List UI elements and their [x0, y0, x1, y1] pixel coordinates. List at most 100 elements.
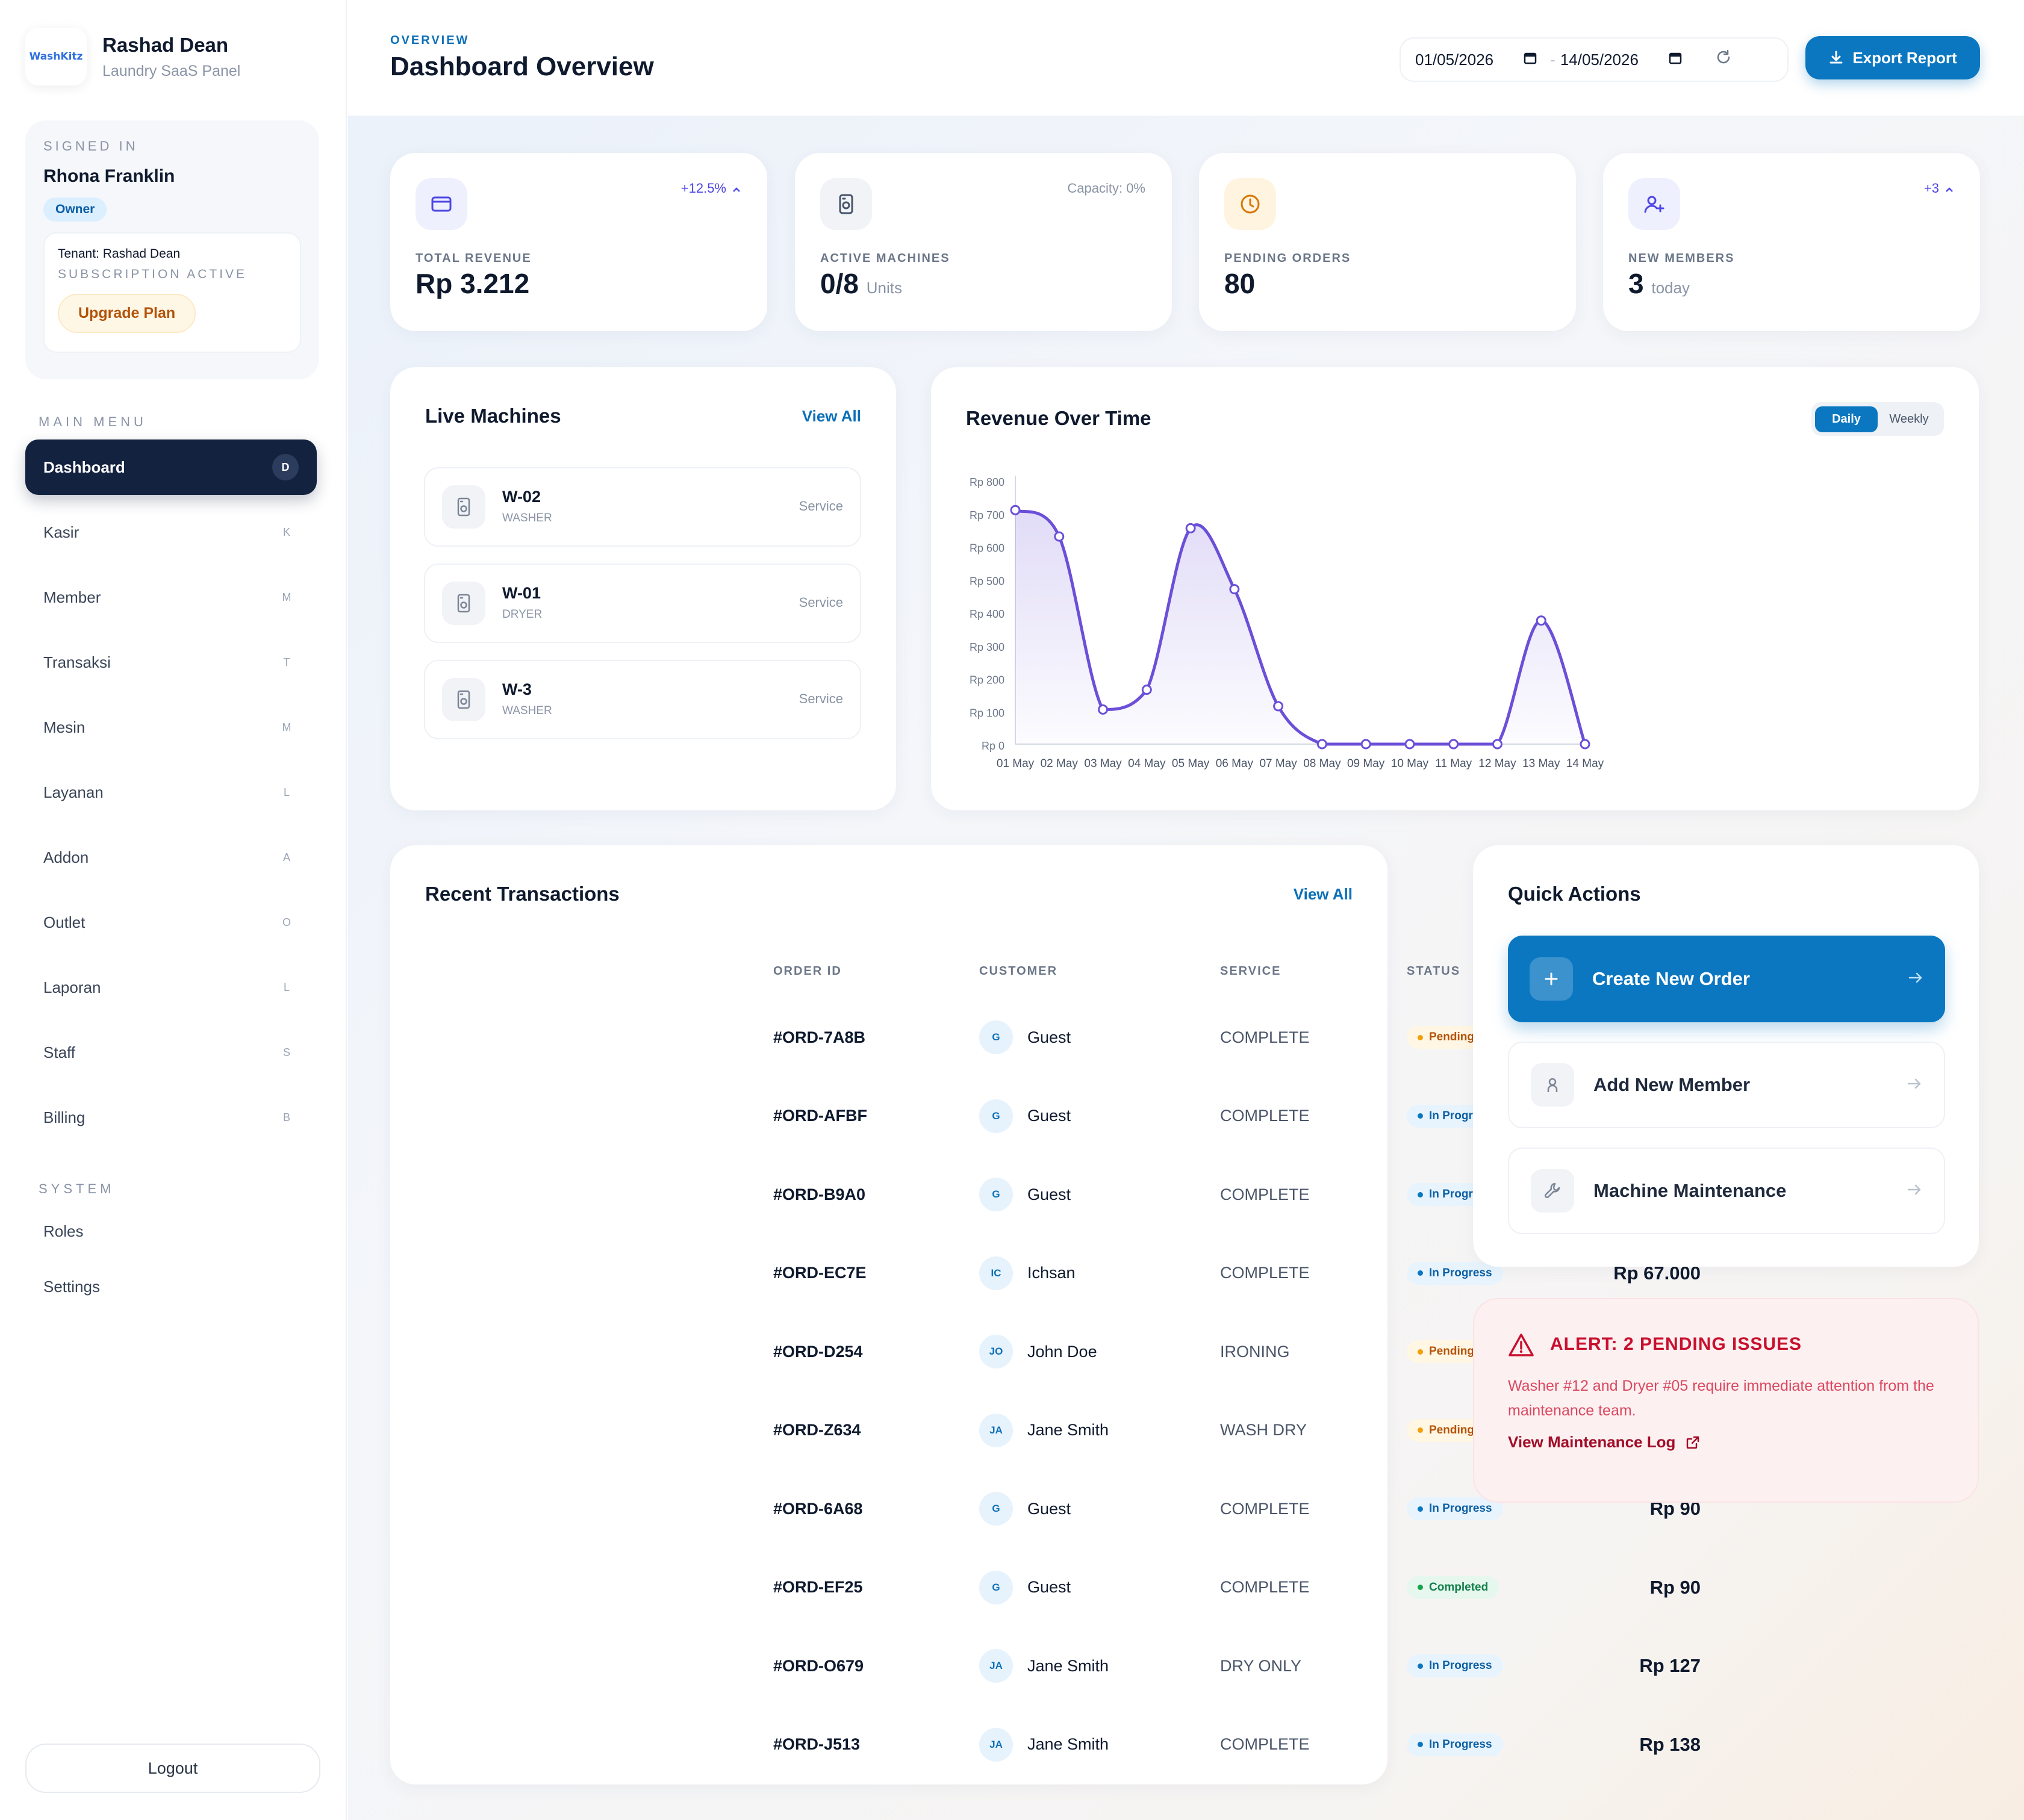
live-machines-view-all-link[interactable]: View All [802, 407, 861, 425]
status-label: In Progress [1429, 1659, 1492, 1672]
sidebar-item-outlet[interactable]: Outlet O [25, 895, 317, 950]
revenue-point-12[interactable] [1492, 739, 1502, 750]
main-content: OVERVIEW Dashboard Overview 01/05/2026 -… [348, 0, 2024, 1820]
washer-icon [442, 582, 485, 625]
sidebar-item-transaksi[interactable]: Transaksi T [25, 635, 317, 690]
revenue-point-1[interactable] [1010, 505, 1021, 515]
brand-logo[interactable]: WashKitz [25, 28, 87, 85]
status-label: Completed [1429, 1580, 1489, 1594]
revenue-point-9[interactable] [1360, 739, 1371, 750]
status-label: In Progress [1429, 1266, 1492, 1279]
status-cell: In Progress [1407, 1234, 1503, 1312]
y-tick-label: Rp 0 [982, 740, 1004, 752]
status-dot [1418, 1270, 1423, 1276]
stat-number: 3 [1628, 268, 1644, 299]
table-row[interactable]: #ORD-O679 JA Jane Smith DRY ONLY In Progress… [738, 1627, 1736, 1705]
warning-icon [1509, 1334, 1534, 1356]
toggle-daily[interactable]: Daily [1815, 406, 1878, 432]
date-from-input[interactable]: 01/05/2026 [1415, 50, 1494, 69]
sidebar-item-billing[interactable]: Billing B [25, 1090, 317, 1145]
stat-number: 0/8 [820, 268, 859, 299]
customer-cell: JO John Doe [979, 1312, 1097, 1391]
main-menu-caption: MAIN MENU [39, 414, 147, 429]
customer-name: John Doe [1027, 1342, 1097, 1361]
stat-label: ACTIVE MACHINES [820, 252, 950, 265]
stat-card-active-machines: Capacity: 0% ACTIVE MACHINES 0/8 Units [795, 153, 1172, 331]
revenue-point-7[interactable] [1273, 701, 1284, 712]
sidebar-item-dashboard[interactable]: Dashboard D [25, 439, 317, 495]
service-cell: IRONING [1220, 1342, 1290, 1361]
order-id: #ORD-EC7E [773, 1264, 867, 1282]
transactions-view-all-link[interactable]: View All [1293, 885, 1353, 903]
calendar-icon[interactable] [1524, 51, 1537, 68]
customer-name: Guest [1027, 1185, 1071, 1203]
table-row[interactable]: #ORD-EF25 G Guest COMPLETE Completed Rp 90 [738, 1548, 1736, 1627]
sidebar-item-roles[interactable]: Roles [43, 1222, 84, 1240]
logout-button[interactable]: Logout [25, 1744, 320, 1793]
machine-status: Service [799, 595, 843, 610]
y-tick-label: Rp 400 [970, 608, 1004, 620]
view-maintenance-log-link[interactable]: View Maintenance Log [1508, 1433, 1701, 1452]
service-cell: COMPLETE [1220, 1578, 1310, 1596]
revenue-point-14[interactable] [1580, 739, 1590, 750]
stat-unit: Units [866, 279, 902, 297]
sidebar-item-label: Laporan [43, 978, 101, 996]
machine-row[interactable]: W-02 WASHER Service [424, 467, 861, 547]
service-cell: COMPLETE [1220, 1499, 1310, 1518]
revenue-point-6[interactable] [1229, 584, 1240, 595]
status-dot [1418, 1427, 1423, 1433]
live-machines-title: Live Machines [425, 405, 561, 427]
machine-maintenance-button[interactable]: Machine Maintenance [1508, 1148, 1945, 1234]
sidebar-item-label: Member [43, 588, 101, 606]
revenue-point-3[interactable] [1098, 704, 1109, 715]
add-new-member-button[interactable]: Add New Member [1508, 1042, 1945, 1128]
toggle-weekly[interactable]: Weekly [1889, 412, 1929, 426]
x-tick-label: 12 May [1478, 757, 1516, 770]
upgrade-plan-button[interactable]: Upgrade Plan [58, 294, 196, 333]
sidebar-item-settings[interactable]: Settings [43, 1278, 100, 1296]
machine-row[interactable]: W-01 DRYER Service [424, 564, 861, 643]
calendar-icon[interactable] [1669, 51, 1682, 68]
stat-card-new-members: +3 NEW MEMBERS 3 today [1603, 153, 1980, 331]
sidebar-item-label: Staff [43, 1043, 76, 1061]
sidebar-item-kasir[interactable]: Kasir K [25, 505, 317, 560]
table-row[interactable]: #ORD-EC7E IC Ichsan COMPLETE In Progress Rp 6… [738, 1234, 1736, 1312]
arrow-right-icon [1908, 969, 1923, 989]
sidebar-item-label: Addon [43, 848, 89, 866]
refresh-icon[interactable] [1714, 48, 1733, 71]
stat-trend: +3 [1924, 181, 1954, 196]
machine-row[interactable]: W-3 WASHER Service [424, 660, 861, 739]
revenue-point-8[interactable] [1316, 739, 1327, 750]
sidebar-item-member[interactable]: Member M [25, 570, 317, 625]
x-tick-label: 11 May [1435, 757, 1472, 770]
sidebar-item-mesin[interactable]: Mesin M [25, 700, 317, 755]
revenue-point-10[interactable] [1404, 739, 1415, 750]
stat-card-total-revenue: +12.5% TOTAL REVENUE Rp 3.212 [390, 153, 767, 331]
y-tick-label: Rp 100 [970, 707, 1004, 719]
customer-name: Jane Smith [1027, 1421, 1109, 1439]
washer-icon [820, 178, 872, 230]
status-badge: Pending [1407, 1418, 1485, 1442]
sidebar-item-layanan[interactable]: Layanan L [25, 765, 317, 820]
table-header-cell: ORDER ID [773, 964, 842, 978]
revenue-point-2[interactable] [1054, 531, 1065, 542]
revenue-point-13[interactable] [1536, 615, 1546, 626]
table-header-cell: SERVICE [1220, 964, 1281, 978]
sidebar-item-laporan[interactable]: Laporan L [25, 960, 317, 1015]
customer-name: Guest [1027, 1578, 1071, 1596]
download-icon [1829, 51, 1843, 64]
avatar: IC [979, 1256, 1013, 1290]
table-row[interactable]: #ORD-J513 JA Jane Smith COMPLETE In Progress… [738, 1706, 1736, 1784]
service-cell: COMPLETE [1220, 1028, 1310, 1046]
sidebar: WashKitz Rashad Dean Laundry SaaS Panel … [0, 0, 347, 1820]
sidebar-item-staff[interactable]: Staff S [25, 1025, 317, 1080]
revenue-point-11[interactable] [1448, 739, 1459, 750]
revenue-point-4[interactable] [1141, 685, 1152, 695]
date-to-input[interactable]: 14/05/2026 [1560, 50, 1639, 69]
sidebar-item-addon[interactable]: Addon A [25, 830, 317, 885]
revenue-point-5[interactable] [1185, 523, 1196, 533]
export-report-button[interactable]: Export Report [1805, 36, 1980, 79]
sidebar-item-shortcut: K [282, 526, 290, 538]
create-new-order-button[interactable]: Create New Order [1508, 936, 1945, 1022]
x-tick-label: 06 May [1216, 757, 1254, 770]
